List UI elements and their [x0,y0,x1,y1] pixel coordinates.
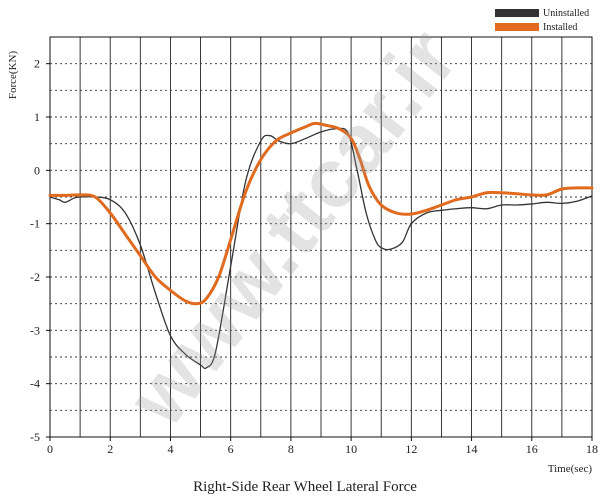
y-tick-label: -2 [30,270,40,284]
y-axis-label: Force(KN) [7,51,19,100]
x-tick-label: 18 [586,442,598,456]
series-line-uninstalled [49,127,593,370]
x-tick-label: 14 [466,442,478,456]
x-tick-label: 10 [345,442,357,456]
axes [49,36,593,438]
y-tick-label: 2 [34,57,40,71]
series-line-installed [48,121,594,306]
y-tick-label: -1 [30,217,40,231]
grid [50,37,592,437]
y-tick-label: -5 [30,430,40,444]
y-tick-label: 1 [34,110,40,124]
x-tick-label: 0 [47,442,53,456]
y-tick-label: 0 [34,163,40,177]
legend-swatch-uninstalled [495,9,539,17]
chart-title: Right-Side Rear Wheel Lateral Force [193,479,417,495]
watermark-text: www.ttcar.ir [109,12,475,443]
series-lines [48,121,594,370]
legend-label-uninstalled: Uninstalled [543,8,589,19]
x-tick-label: 16 [526,442,538,456]
y-tick-label: -4 [30,377,40,391]
x-tick-label: 6 [228,442,234,456]
x-tick-label: 12 [405,442,417,456]
legend: Uninstalled Installed [495,8,589,33]
legend-swatch-installed [495,23,539,31]
x-axis-label: Time(sec) [548,463,593,475]
y-tick-label: -3 [30,323,40,337]
legend-label-installed: Installed [543,22,577,33]
plot-frame [49,36,593,438]
x-tick-label: 4 [167,442,173,456]
x-tick-label: 8 [288,442,294,456]
x-tick-label: 2 [107,442,113,456]
